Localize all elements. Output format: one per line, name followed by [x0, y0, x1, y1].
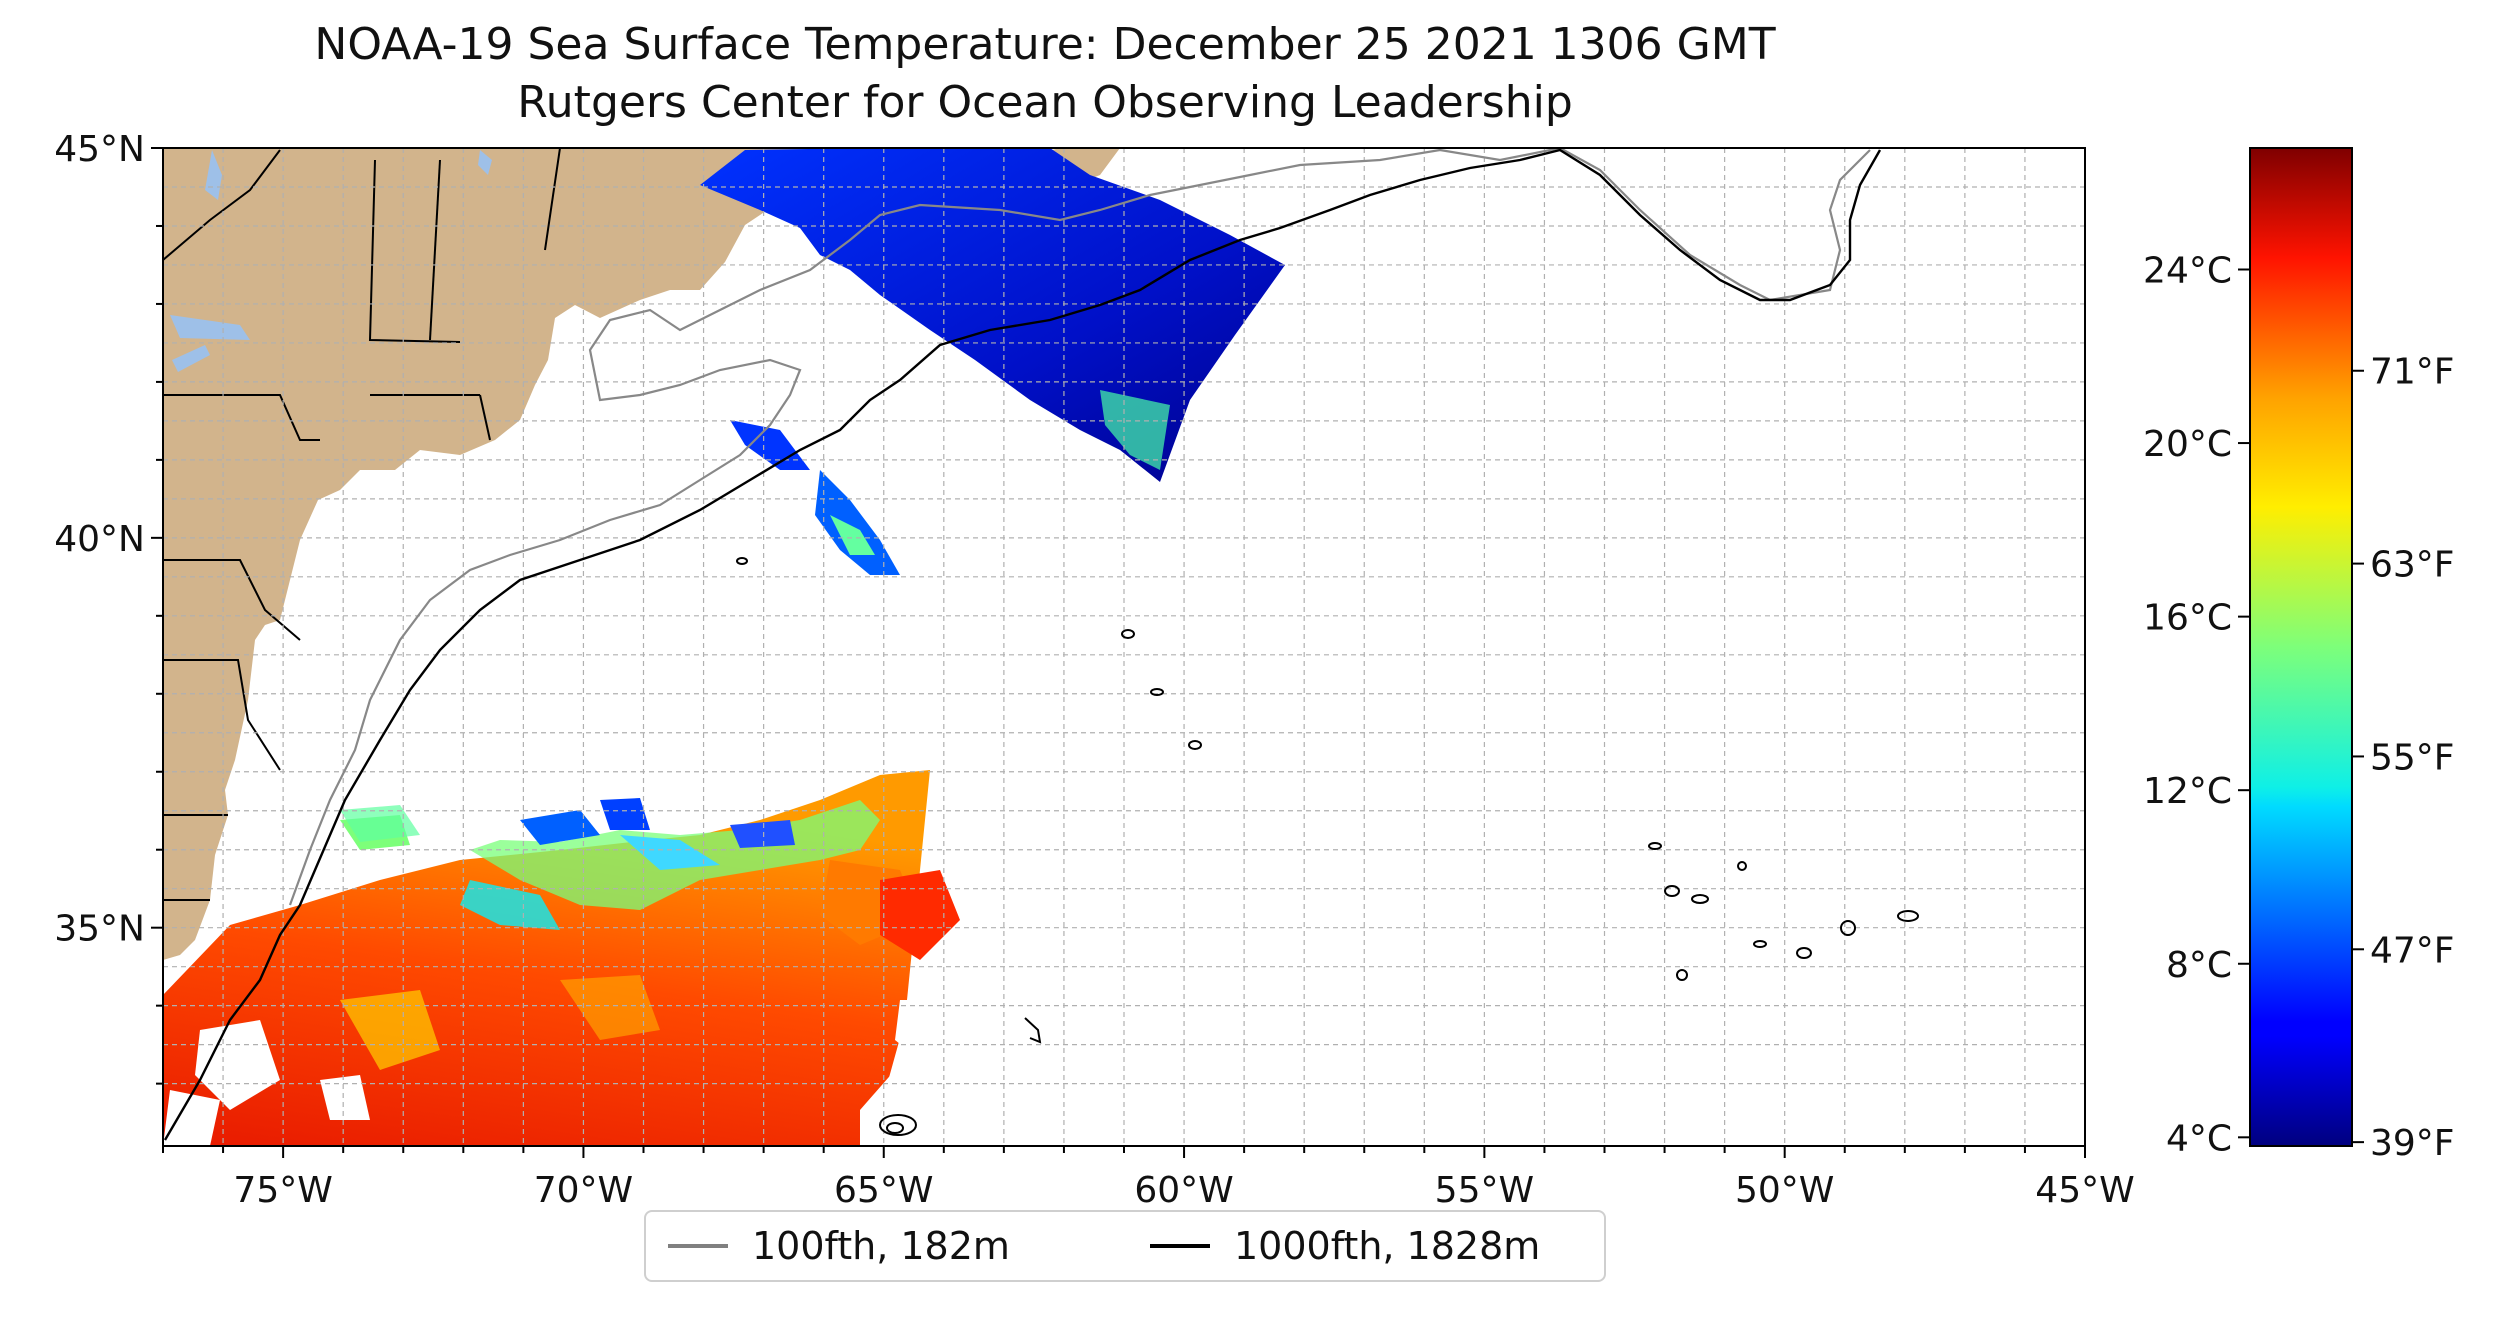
colorbar-celsius-label: 20°C — [2143, 424, 2232, 465]
colorbar-fahrenheit-label: 55°F — [2370, 737, 2455, 778]
legend-label-1000fth: 1000fth, 1828m — [1234, 1224, 1541, 1268]
cloud-gap — [860, 1030, 930, 1146]
colorbar-gradient — [2250, 148, 2352, 1146]
sst-patch — [520, 810, 600, 845]
sst-patch — [815, 470, 900, 575]
map-subtitle: Rutgers Center for Ocean Observing Leade… — [517, 77, 1573, 128]
contour-100fth — [288, 148, 1871, 906]
colorbar-fahrenheit-label: 71°F — [2370, 352, 2455, 393]
graticule — [163, 148, 2085, 1146]
colorbar-celsius-label: 4°C — [2166, 1118, 2232, 1159]
legend-swatch-100fth — [668, 1244, 728, 1248]
colorbar-celsius-label: 12°C — [2143, 771, 2232, 812]
x-tick-label: 70°W — [534, 1170, 633, 1211]
contour-1000fth — [163, 148, 1882, 1141]
land-area — [163, 148, 830, 960]
cloud-gap — [163, 1090, 220, 1146]
colorbar-fahrenheit-label: 47°F — [2370, 930, 2455, 971]
legend-swatch-1000fth — [1150, 1244, 1210, 1248]
y-tick-label: 45°N — [54, 129, 145, 170]
lake — [170, 315, 250, 340]
colorbar-fahrenheit-label: 39°F — [2370, 1123, 2455, 1164]
x-tick-label: 55°W — [1435, 1170, 1534, 1211]
map-title: NOAA-19 Sea Surface Temperature: Decembe… — [314, 19, 1776, 70]
contour-legend: 100fth, 182m 1000fth, 1828m — [644, 1210, 1606, 1282]
x-tick-label: 45°W — [2035, 1170, 2134, 1211]
sst-patch — [730, 420, 810, 470]
sst-patch — [880, 870, 960, 960]
legend-label-100fth: 100fth, 182m — [752, 1224, 1010, 1268]
sst-patch — [1100, 390, 1170, 470]
lake — [478, 150, 492, 175]
seamount-contours — [736, 557, 1919, 1136]
colorbar-frame — [2249, 147, 2353, 1147]
sst-patch — [730, 820, 795, 848]
cloud-gap — [195, 1020, 280, 1110]
x-tick-label: 65°W — [834, 1170, 933, 1211]
x-tick-label: 75°W — [233, 1170, 332, 1211]
sst-patch — [830, 515, 875, 555]
state-borders — [163, 148, 561, 901]
colorbar-celsius-label: 24°C — [2143, 250, 2232, 291]
x-tick-label: 50°W — [1735, 1170, 1834, 1211]
lake — [172, 345, 210, 372]
sst-patch — [340, 805, 420, 842]
colorbar-celsius-label: 16°C — [2143, 598, 2232, 639]
y-tick-label: 40°N — [54, 519, 145, 560]
sst-patch — [560, 975, 660, 1040]
sst-patch — [460, 880, 560, 930]
y-tick-label: 35°N — [54, 909, 145, 950]
sst-patch — [620, 835, 720, 870]
colorbar-fahrenheit-label: 63°F — [2370, 545, 2455, 586]
colorbar-axes: 24°C 20°C 16°C 12°C 8°C 4°C 71°F 63°F 55°F 47°F 39… — [2143, 250, 2454, 1164]
map-axes: 75°W 70°W 65°W 60°W 55°W 50°W 45°W 45°N 40°N 35°N — [54, 129, 2134, 1211]
legend-item-1000fth: 1000fth, 1828m — [1150, 1212, 1540, 1280]
sst-patch — [600, 798, 650, 830]
colorbar-celsius-label: 8°C — [2166, 945, 2232, 986]
sst-patch — [340, 990, 440, 1070]
x-tick-label: 60°W — [1134, 1170, 1233, 1211]
legend-item-100fth: 100fth, 182m — [668, 1212, 1010, 1280]
cloud-gap — [320, 1075, 370, 1120]
